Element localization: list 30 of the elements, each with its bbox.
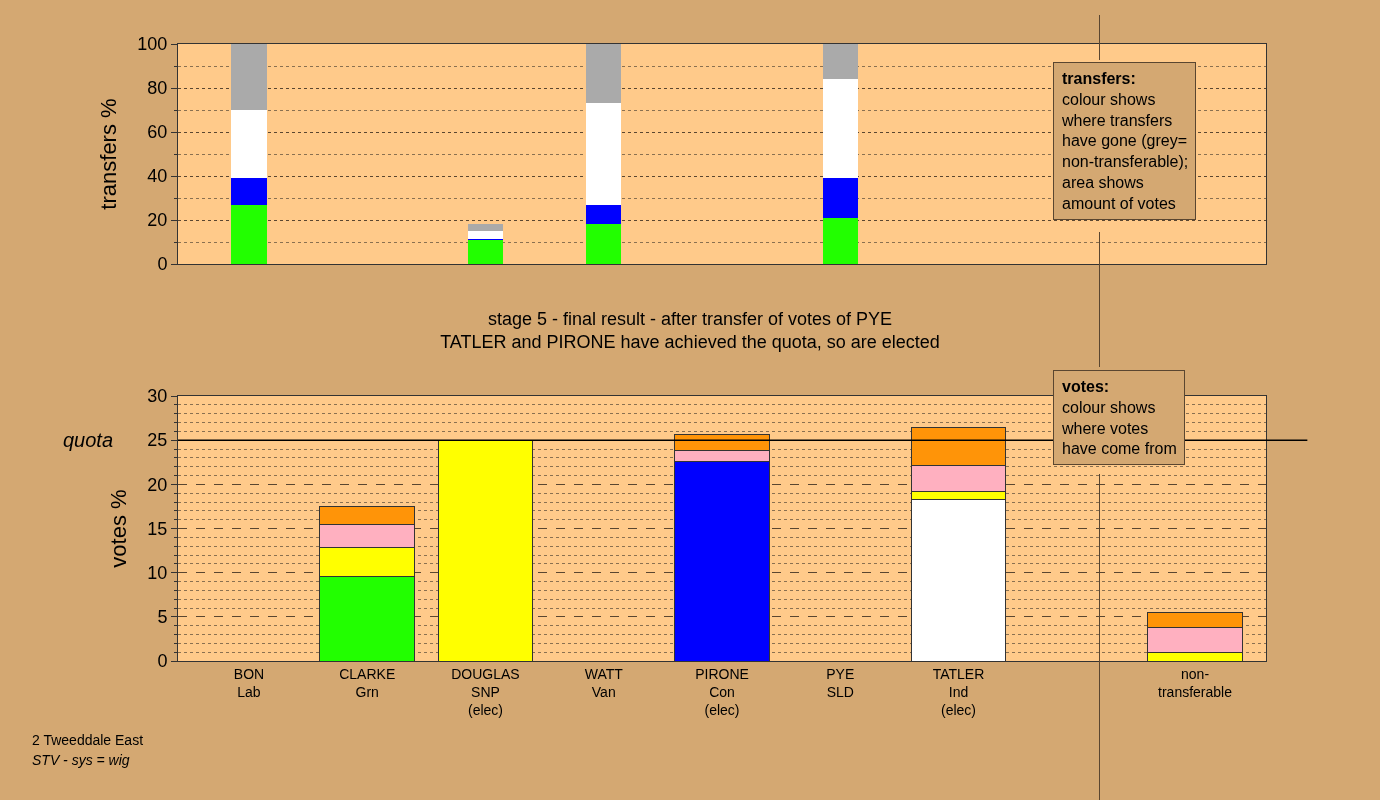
y-tick-label: 20 [147, 474, 168, 495]
y-tick-label: 100 [137, 34, 168, 55]
x-tick-label: WATT Van [584, 665, 624, 700]
y-tick-label: 10 [147, 562, 168, 583]
y-axis-title: transfers % [96, 98, 122, 210]
x-tick-label: TATLER Ind (elec) [932, 665, 985, 719]
y-tick-label: 5 [157, 607, 168, 628]
chart-subtitle: TATLER and PIRONE have achieved the quota, so are elected [440, 332, 940, 353]
y-tick-label: 0 [157, 254, 168, 275]
x-tick-label: CLARKE Grn [339, 665, 396, 700]
text: 2 Tweeddale East [32, 732, 144, 748]
chart-title: stage 5 - final result - after transfer of votes of PYE [487, 309, 893, 329]
y-tick-label: 60 [147, 122, 168, 143]
x-tick-label: non- transferable [1158, 665, 1233, 700]
y-tick-label: 20 [147, 210, 168, 231]
y-tick-label: 15 [147, 518, 168, 539]
y-tick-label: 25 [147, 430, 168, 451]
annotation: votes: colour shows where votes have come from [1061, 378, 1177, 458]
x-tick-label: PYE SLD [826, 665, 855, 700]
y-tick-label: 0 [157, 651, 168, 672]
y-tick-label: 40 [147, 166, 168, 187]
ref-line-label: quota [63, 429, 114, 451]
x-tick-label: PIRONE Con (elec) [695, 665, 749, 719]
text: STV - sys = wig [32, 752, 130, 768]
x-tick-label: DOUGLAS SNP (elec) [451, 665, 520, 719]
x-tick-label: BON Lab [233, 665, 265, 700]
y-tick-label: 80 [147, 78, 168, 99]
annotation: transfers: colour shows where transfers have gone (grey= non-transferable); area shows amount of votes [1061, 70, 1189, 212]
y-tick-label: 30 [147, 386, 168, 407]
y-axis-title: votes % [106, 489, 132, 568]
